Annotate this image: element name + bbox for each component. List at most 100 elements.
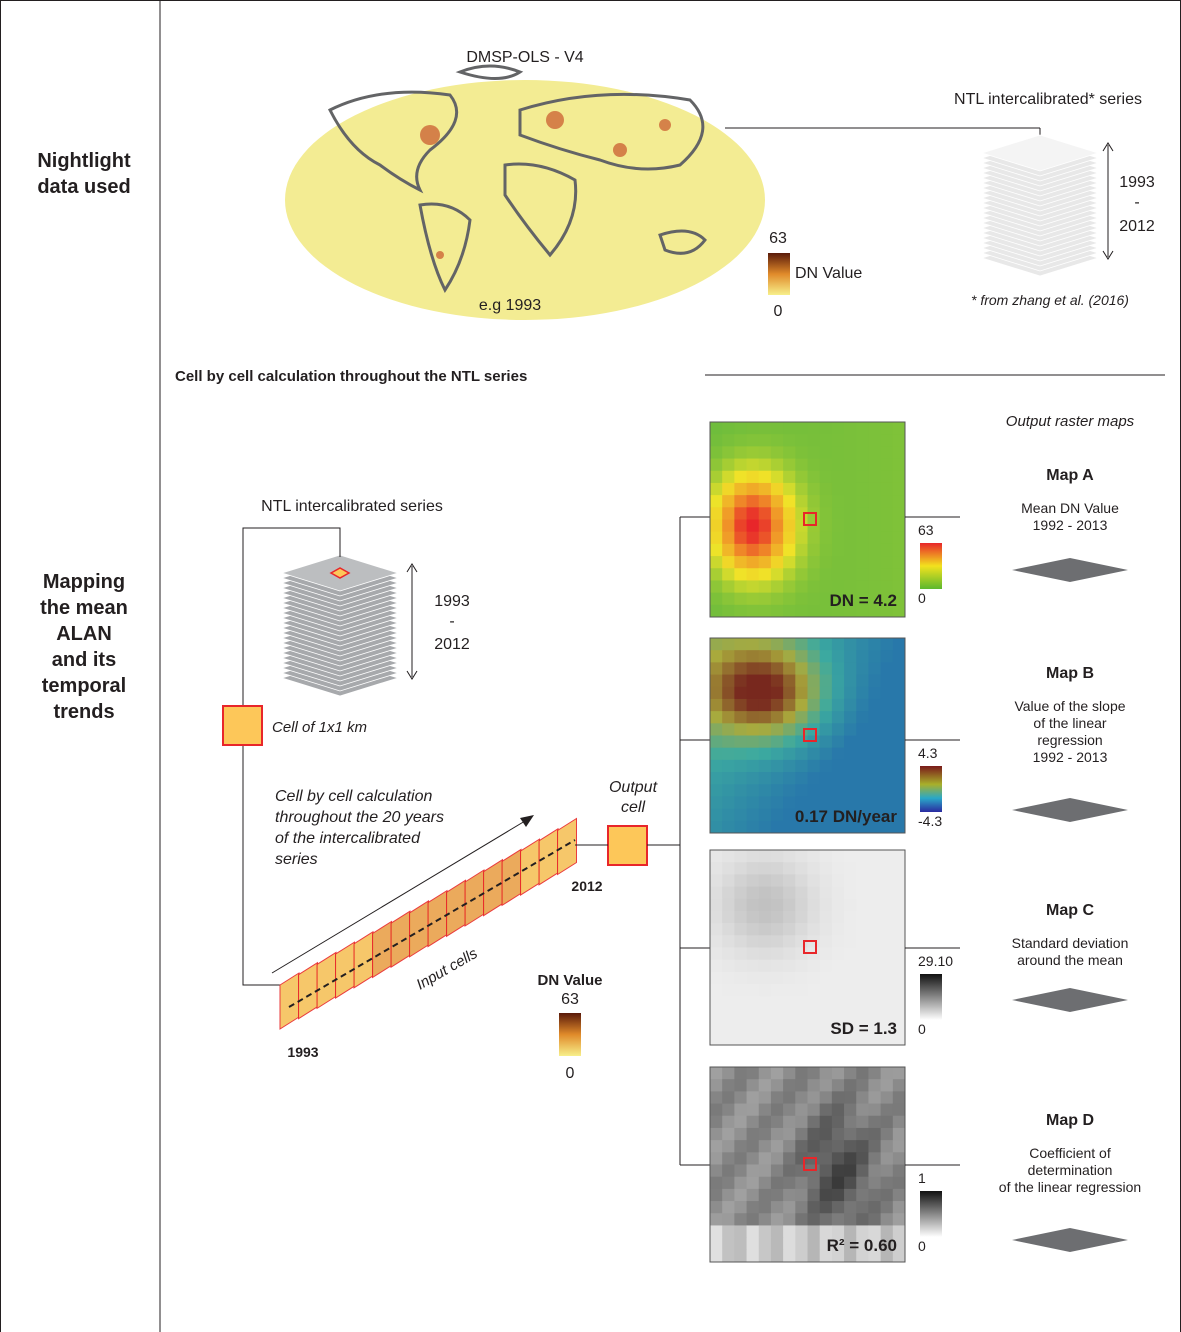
calc-line: of the intercalibrated xyxy=(275,830,421,847)
raster-cell xyxy=(831,531,845,545)
raster-cell xyxy=(856,1091,869,1105)
raster-cell xyxy=(831,674,845,688)
raster-cell xyxy=(868,604,882,618)
raster-cell xyxy=(770,796,784,810)
raster-cell xyxy=(892,638,906,651)
raster-cell xyxy=(758,580,772,594)
raster-cell xyxy=(783,686,796,700)
raster-cell xyxy=(844,1225,857,1239)
raster-cell xyxy=(831,808,845,822)
raster-cell xyxy=(783,1008,796,1022)
raster-cell xyxy=(710,1237,723,1251)
raster-cell xyxy=(880,1020,894,1034)
legend-max: 63 xyxy=(918,522,934,538)
raster-cell xyxy=(844,604,857,618)
raster-cell xyxy=(734,662,748,676)
raster-cell xyxy=(892,686,906,700)
raster-cell xyxy=(844,959,857,973)
raster-cell xyxy=(722,698,735,712)
raster-cell xyxy=(831,1140,845,1153)
raster-cell xyxy=(795,580,808,594)
raster-cell xyxy=(722,898,735,912)
raster-cell xyxy=(807,910,821,924)
raster-cell xyxy=(807,1032,821,1046)
raster-cell xyxy=(770,1176,784,1190)
raster-cell xyxy=(819,1020,833,1034)
calc-text: Cell by cell calculation throughout the … xyxy=(275,788,444,868)
raster-cell xyxy=(758,507,772,520)
raster-cell xyxy=(734,759,748,773)
raster-cell xyxy=(734,1020,748,1034)
raster-cell xyxy=(722,1103,735,1117)
cell-marker xyxy=(803,728,817,742)
raster-cell xyxy=(795,1020,808,1034)
raster-cell xyxy=(868,446,882,460)
raster-cell xyxy=(746,959,760,973)
legend-min: 0 xyxy=(918,1021,926,1037)
raster-cell xyxy=(746,1164,760,1178)
raster-cell xyxy=(746,662,760,676)
raster-cell xyxy=(880,874,894,888)
raster-cell xyxy=(892,543,906,557)
raster-cell xyxy=(770,604,784,618)
raster-cell xyxy=(831,971,845,985)
raster-cell xyxy=(892,759,906,773)
raster-cell xyxy=(819,422,833,435)
map-title: DMSP-OLS - V4 xyxy=(466,49,583,66)
raster-cell xyxy=(868,1091,882,1105)
raster-cell xyxy=(856,698,869,712)
raster-cell xyxy=(734,1249,748,1263)
raster-cell xyxy=(722,996,735,1009)
raster-cell xyxy=(770,434,784,447)
raster-cell xyxy=(844,1140,857,1153)
raster-cell xyxy=(831,735,845,749)
raster-cell xyxy=(783,568,796,581)
raster-cell xyxy=(758,996,772,1009)
raster-cell xyxy=(892,592,906,606)
raster-cell xyxy=(746,422,760,435)
raster-cell xyxy=(746,458,760,472)
raster-cell xyxy=(868,1140,882,1153)
raster-cell xyxy=(722,568,735,581)
raster-cell xyxy=(892,1115,906,1129)
raster-cell xyxy=(892,874,906,888)
raster-cell xyxy=(722,759,735,773)
raster-cell xyxy=(770,1115,784,1129)
raster-cell xyxy=(819,1201,833,1214)
raster-cell xyxy=(831,568,845,581)
raster-cell xyxy=(710,686,723,700)
raster-cell xyxy=(819,723,833,736)
raster-cell xyxy=(710,820,723,834)
series-stack xyxy=(980,134,1100,277)
raster-cell xyxy=(831,862,845,875)
raster-cell xyxy=(856,784,869,797)
raster-cell xyxy=(722,1249,735,1263)
raster-cell xyxy=(746,923,760,936)
raster-cell xyxy=(844,850,857,863)
raster-cell xyxy=(770,1152,784,1165)
raster-cell xyxy=(722,723,735,736)
raster-cell xyxy=(758,1103,772,1117)
raster-cell xyxy=(783,1201,796,1214)
raster-cell xyxy=(734,446,748,460)
raster-cell xyxy=(807,996,821,1009)
raster-cell xyxy=(880,1164,894,1178)
raster-cell xyxy=(783,662,796,676)
raster-cell xyxy=(807,662,821,676)
raster-cell xyxy=(758,531,772,545)
raster-cell xyxy=(892,434,906,447)
raster-cell xyxy=(734,531,748,545)
raster-cell xyxy=(734,772,748,785)
raster-cell xyxy=(722,1079,735,1092)
raster-cell xyxy=(819,971,833,985)
label: temporal xyxy=(42,675,126,697)
raster-cell xyxy=(746,1091,760,1105)
raster-cell xyxy=(819,784,833,797)
raster-cell xyxy=(722,984,735,997)
raster-cell xyxy=(880,1103,894,1117)
raster-cell xyxy=(892,959,906,973)
raster-cell xyxy=(770,1237,784,1251)
raster-cell xyxy=(807,686,821,700)
map-description: 1992 - 2013 xyxy=(1033,517,1108,533)
end-year: 2012 xyxy=(571,878,602,894)
